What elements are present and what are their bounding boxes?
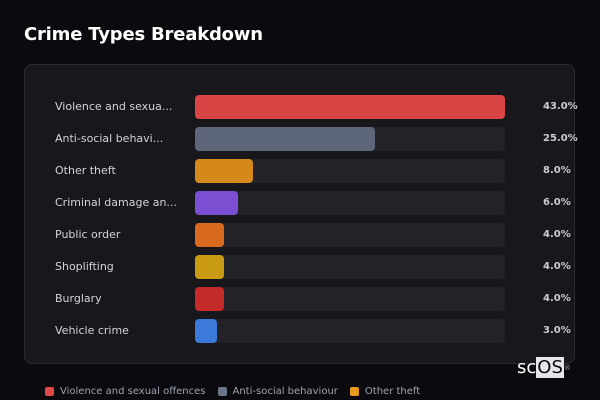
bar-value: 3.0% xyxy=(543,325,571,336)
bar-track xyxy=(195,255,505,279)
bar-label: Violence and sexua... xyxy=(55,100,173,113)
bar-label: Criminal damage an... xyxy=(55,196,177,209)
legend-label: Violence and sexual offences xyxy=(60,386,206,397)
bar-track xyxy=(195,159,505,183)
bar-value: 43.0% xyxy=(543,101,578,112)
bar-value: 4.0% xyxy=(543,293,571,304)
bar-fill[interactable] xyxy=(195,223,224,247)
bar-label: Burglary xyxy=(55,292,102,305)
bar-track xyxy=(195,223,505,247)
bar-row[interactable]: Public order 4.0% xyxy=(55,223,571,247)
legend-item[interactable]: Violence and sexual offences xyxy=(45,386,206,397)
bar-fill[interactable] xyxy=(195,287,224,311)
bar-row[interactable]: Violence and sexua... 43.0% xyxy=(55,95,578,119)
bar-list: Violence and sexua... 43.0% Anti-social be… xyxy=(55,95,578,351)
bar-value: 6.0% xyxy=(543,197,571,208)
legend-item[interactable]: Other theft xyxy=(349,386,421,397)
bar-fill[interactable] xyxy=(195,319,217,343)
legend-swatch-icon xyxy=(45,387,54,396)
bar-fill[interactable] xyxy=(195,191,239,215)
chart-legend: Violence and sexual offences Anti-social … xyxy=(45,386,420,397)
bar-row[interactable]: Other theft 8.0% xyxy=(55,159,571,183)
bar-row[interactable]: Criminal damage an... 6.0% xyxy=(55,191,571,215)
legend-swatch-icon xyxy=(349,387,359,396)
bar-row[interactable]: Vehicle crime 3.0% xyxy=(55,319,571,343)
bar-row[interactable]: Shoplifting 4.0% xyxy=(55,255,571,279)
legend-label: Other theft xyxy=(364,386,421,397)
registered-mark-icon: ® xyxy=(563,364,571,372)
bar-fill[interactable] xyxy=(195,127,376,151)
legend-item[interactable]: Anti-social behaviour xyxy=(217,386,338,397)
bar-row[interactable]: Burglary 4.0% xyxy=(55,287,571,311)
bar-track xyxy=(195,191,505,215)
bar-track xyxy=(195,95,505,119)
page-title: Crime Types Breakdown xyxy=(24,24,263,45)
bar-fill[interactable] xyxy=(195,95,505,119)
bar-row[interactable]: Anti-social behavi... 25.0% xyxy=(55,127,578,151)
bar-label: Other theft xyxy=(55,164,116,177)
bar-label: Vehicle crime xyxy=(55,324,129,337)
legend-label: Anti-social behaviour xyxy=(232,386,338,397)
bar-track xyxy=(195,127,505,151)
brand-highlight: OS xyxy=(536,357,564,378)
bar-track xyxy=(195,287,505,311)
chart-card: Violence and sexua... 43.0% Anti-social be… xyxy=(24,64,578,364)
bar-value: 25.0% xyxy=(543,133,578,144)
legend-swatch-icon xyxy=(217,387,227,396)
bar-value: 4.0% xyxy=(543,261,571,272)
bar-fill[interactable] xyxy=(195,255,224,279)
brand-prefix: sc xyxy=(517,357,537,378)
bar-label: Public order xyxy=(55,228,121,241)
brand-logo: scOS® xyxy=(517,357,571,378)
bar-label: Shoplifting xyxy=(55,260,114,273)
bar-track xyxy=(195,319,505,343)
bar-fill[interactable] xyxy=(195,159,253,183)
bar-label: Anti-social behavi... xyxy=(55,132,164,145)
bar-value: 4.0% xyxy=(543,229,571,240)
bar-value: 8.0% xyxy=(543,165,571,176)
